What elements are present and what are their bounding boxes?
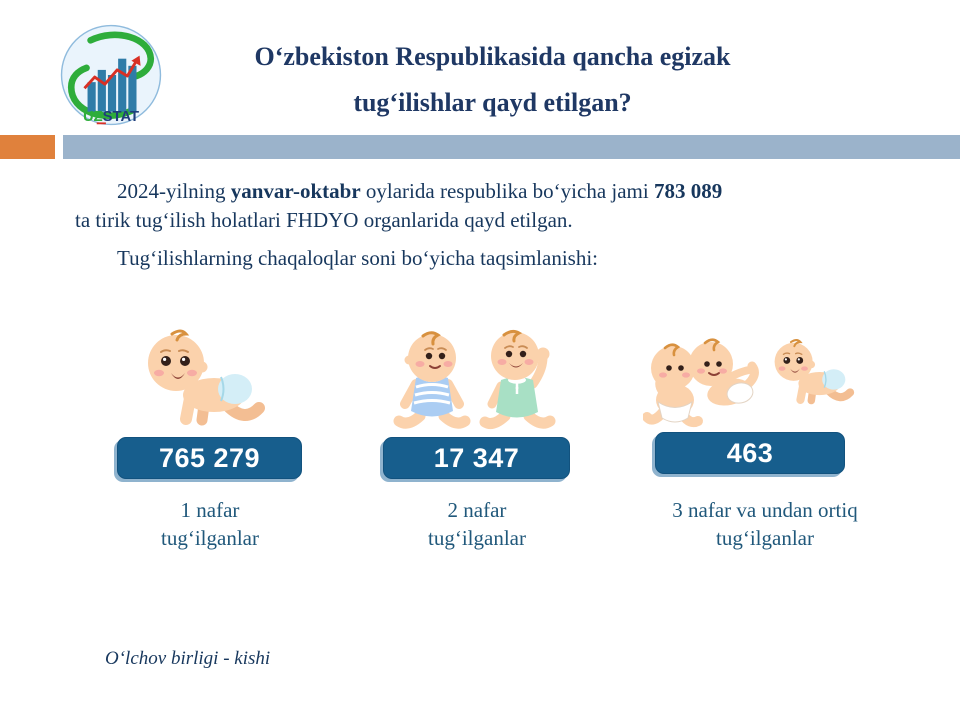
stat-badge-single-births: 765 279 — [117, 437, 302, 479]
logo-bar-chart-icon — [87, 58, 137, 112]
stat-badge-triplet-births: 463 — [655, 432, 845, 474]
twins-and-crawling-baby-illustration — [643, 330, 865, 428]
intro-paragraph: 2024-yilning yanvar-oktabr oylarida resp… — [75, 177, 890, 235]
logo-swoosh-icon — [67, 31, 155, 119]
slide-title-line2: tugʻilishlar qayd etilgan? — [353, 88, 632, 117]
twin-baby-leaning — [689, 338, 759, 406]
one-crawling-baby-illustration — [128, 328, 278, 434]
unit-note: Oʻlchov birligi - kishi — [105, 648, 271, 669]
stat-label-line2: tugʻilganlar — [161, 526, 259, 550]
intro-text-2: oylarida respublika boʻyicha jami — [360, 179, 654, 203]
uzstat-logo: UZSTAT — [60, 24, 162, 126]
twin-baby-green-waving — [479, 329, 556, 429]
stat-badge-twin-births: 17 347 — [383, 437, 570, 479]
slide-title: Oʻzbekiston Respublikasida qancha egizak… — [165, 34, 820, 126]
logo-red-underline — [96, 122, 106, 125]
intro-bold-period: yanvar-oktabr — [230, 179, 361, 203]
crawling-baby-small — [775, 340, 850, 401]
stat-label-line1: 1 nafar — [180, 498, 240, 522]
stat-label-line2: tugʻilganlar — [428, 526, 526, 550]
two-sitting-twin-babies-illustration — [393, 329, 556, 429]
logo-trend-line-icon — [83, 55, 141, 90]
stat-label-triplet-births: 3 nafar va undan ortiq tugʻilganlar — [630, 496, 900, 552]
divider-orange-accent — [0, 135, 55, 159]
stat-label-twin-births: 2 nafar tugʻilganlar — [377, 496, 577, 552]
intro-text-1: 2024-yilning — [117, 179, 231, 203]
twin-baby-thumb-sucking — [643, 343, 703, 428]
intro-bold-total: 783 089 — [653, 179, 723, 203]
stat-label-line2: tugʻilganlar — [716, 526, 814, 550]
stat-label-line1: 2 nafar — [447, 498, 507, 522]
stat-label-single-births: 1 nafar tugʻilganlar — [110, 496, 310, 552]
logo-wordmark: UZSTAT — [83, 109, 139, 125]
distribution-subtitle: Tugʻilishlarning chaqaloqlar soni boʻyic… — [117, 246, 598, 270]
slide-title-line1: Oʻzbekiston Respublikasida qancha egizak — [254, 42, 731, 71]
intro-text-3: ta tirik tugʻilish holatlari FHDYO organ… — [75, 208, 573, 232]
divider-bar — [63, 135, 960, 159]
twin-baby-blue — [393, 331, 471, 429]
stat-label-line1: 3 nafar va undan ortiq — [672, 498, 858, 522]
uzstat-logo-icon: UZSTAT — [60, 24, 162, 126]
